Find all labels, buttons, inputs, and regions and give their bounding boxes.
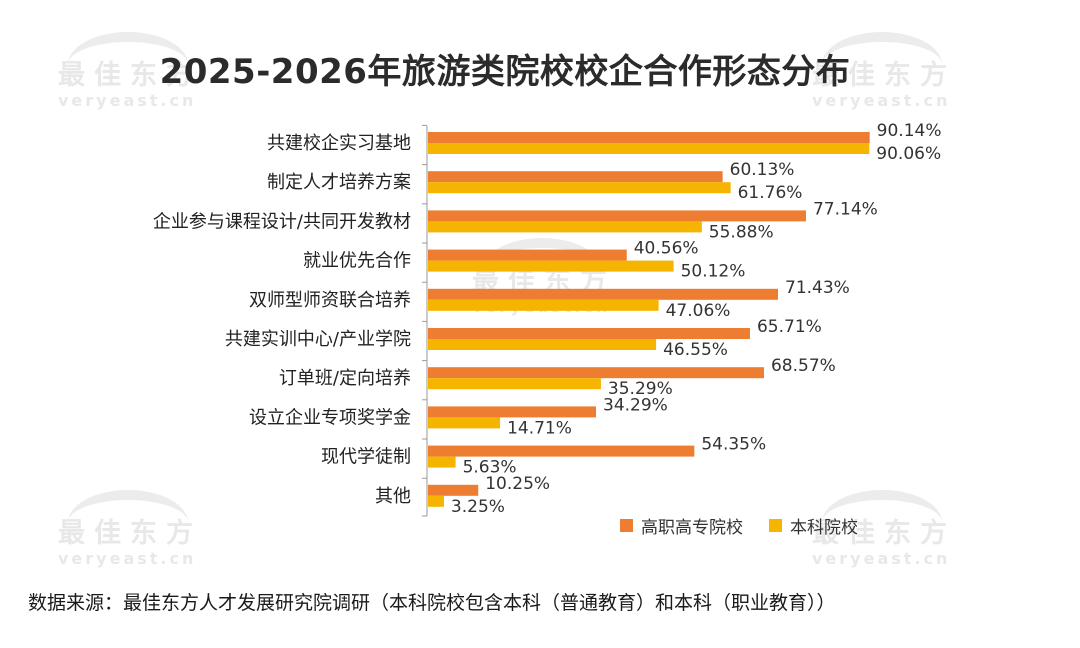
bar-undergrad [428,143,870,154]
watermark-bottom-right: 最佳东方 veryeast.cn [812,490,956,567]
bar-undergrad [428,221,702,233]
bar-undergrad [428,495,444,507]
category-label: 设立企业专项奖学金 [249,407,411,428]
watermark-arc-icon [482,238,602,303]
category-label: 订单班/定向培养 [279,368,411,389]
legend-item-undergrad: 本科院校 [769,513,858,538]
bar-vocational [428,367,764,379]
legend-label-undergrad: 本科院校 [790,518,858,538]
data-label-undergrad: 90.06% [876,144,941,164]
data-label-undergrad: 3.25% [451,497,505,517]
data-label-vocational: 34.29% [603,395,668,415]
data-label-vocational: 68.57% [771,356,836,376]
data-label-undergrad: 55.88% [709,222,774,242]
data-label-vocational: 77.14% [813,199,878,219]
category-label: 就业优先合作 [303,251,411,272]
bar-vocational [428,406,597,418]
data-label-vocational: 54.35% [701,435,766,455]
bar-undergrad [428,260,674,272]
category-label: 双师型师资联合培养 [249,290,411,311]
data-label-vocational: 10.25% [485,474,550,494]
legend-item-vocational: 高职高专院校 [620,513,743,538]
data-label-vocational: 60.13% [730,160,795,180]
legend-label-vocational: 高职高专院校 [641,518,743,538]
data-label-vocational: 65.71% [757,317,822,337]
watermark-arc-icon [68,490,188,555]
bar-vocational [428,210,806,222]
legend-swatch-undergrad [769,519,782,532]
watermark-arc-icon [68,32,188,97]
category-label: 制定人才培养方案 [267,172,411,193]
watermark-top-right: 最佳东方 veryeast.cn [812,32,956,109]
bar-vocational [428,132,870,143]
bar-undergrad [428,378,601,390]
data-label-vocational: 90.14% [877,121,942,141]
data-source-note: 数据来源：最佳东方人才发展研究院调研（本科院校包含本科（普通教育）和本科（职业教… [28,592,836,614]
data-label-undergrad: 50.12% [681,262,746,282]
bar-undergrad [428,417,501,429]
watermark-top-left: 最佳东方 veryeast.cn [58,32,202,109]
watermark-arc-icon [822,32,942,97]
bar-undergrad [428,182,731,194]
category-label: 现代学徒制 [321,447,411,468]
bar-undergrad [428,299,659,311]
category-label: 企业参与课程设计/共同开发教材 [153,211,411,232]
data-label-undergrad: 5.63% [463,458,517,478]
watermark-arc-icon [822,490,942,555]
data-label-undergrad: 61.76% [738,183,803,203]
data-label-vocational: 71.43% [785,278,850,298]
data-label-vocational: 40.56% [634,239,699,259]
bar-undergrad [428,456,456,468]
data-label-undergrad: 47.06% [666,301,731,321]
chart-title: 2025-2026年旅游类院校校企合作形态分布 [159,52,851,92]
data-label-undergrad: 14.71% [507,418,572,438]
category-label: 共建校企实习基地 [267,133,411,154]
bar-vocational [428,484,479,496]
legend-swatch-vocational [620,519,633,532]
bar-vocational [428,445,695,457]
chart-legend: 高职高专院校 本科院校 [620,513,858,538]
bar-vocational [428,288,779,300]
data-label-undergrad: 46.55% [663,340,728,360]
category-label: 其他 [375,486,411,507]
bar-vocational [428,328,750,339]
watermark-bottom-left: 最佳东方 veryeast.cn [58,490,202,567]
bar-vocational [428,171,723,183]
data-label-undergrad: 35.29% [608,379,673,399]
bar-undergrad [428,339,657,350]
category-label: 共建实训中心/产业学院 [225,329,411,350]
bar-vocational [428,249,627,261]
